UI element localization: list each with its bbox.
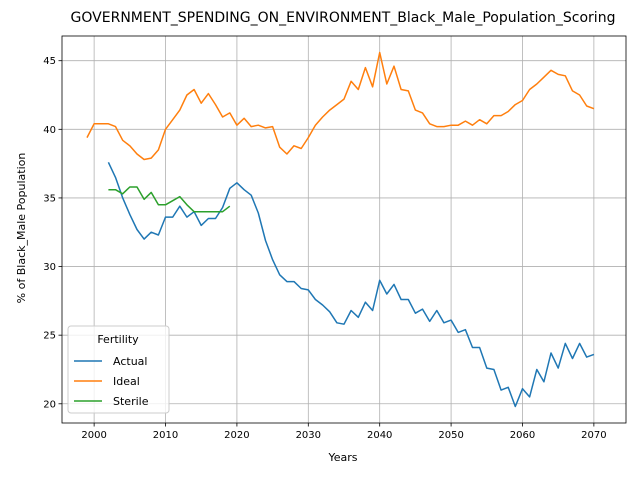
y-tick-label: 35 <box>43 193 56 204</box>
y-tick-label: 30 <box>43 262 56 273</box>
y-tick-label: 45 <box>43 56 56 67</box>
series-line-actual <box>107 161 595 408</box>
x-tick-label: 2040 <box>367 430 392 441</box>
y-axis-label: % of Black_Male Population <box>15 153 28 304</box>
chart-title: GOVERNMENT_SPENDING_ON_ENVIRONMENT_Black… <box>71 10 616 26</box>
plot-area-frame <box>61 35 627 424</box>
x-tick-label: 2060 <box>510 430 535 441</box>
axis-ticks: 2000 2010 2020 2030 2040 2050 2060 2070 20 25 30 35… <box>43 56 606 441</box>
legend-label-ideal: Ideal <box>113 375 140 388</box>
x-tick-label: 2050 <box>438 430 463 441</box>
legend-box <box>67 325 170 414</box>
series-line-sterile <box>108 186 231 213</box>
x-tick-label: 2030 <box>296 430 321 441</box>
series-line-ideal <box>86 51 595 161</box>
x-axis-label: Years <box>327 451 357 464</box>
legend: Fertility Actual Ideal Sterile <box>67 325 170 414</box>
legend-label-actual: Actual <box>113 355 147 368</box>
x-tick-label: 2070 <box>581 430 606 441</box>
y-tick-label: 40 <box>43 125 56 136</box>
x-tick-label: 2020 <box>224 430 249 441</box>
legend-label-sterile: Sterile <box>113 395 149 408</box>
x-tick-label: 2010 <box>153 430 178 441</box>
legend-title: Fertility <box>97 333 139 346</box>
y-tick-label: 25 <box>43 331 56 342</box>
x-tick-label: 2000 <box>81 430 106 441</box>
plot-series <box>86 51 595 408</box>
y-tick-label: 20 <box>43 399 56 410</box>
